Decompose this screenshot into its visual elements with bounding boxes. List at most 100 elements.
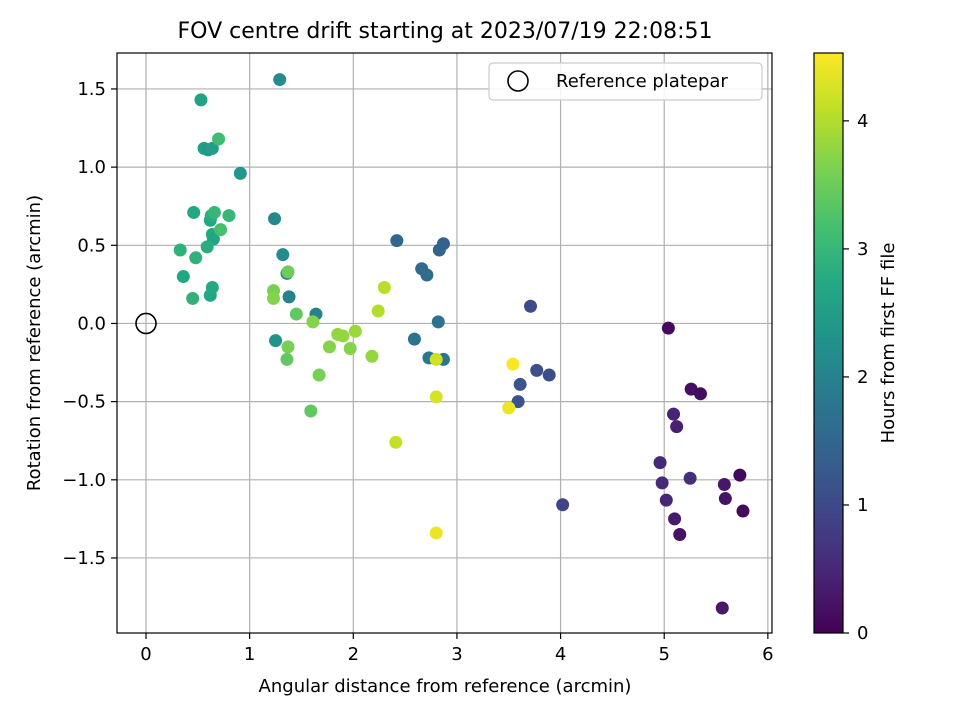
data-point xyxy=(718,492,732,506)
data-point xyxy=(173,243,187,257)
data-point xyxy=(502,401,516,415)
data-point xyxy=(205,141,219,155)
data-point xyxy=(420,268,434,282)
data-point xyxy=(693,387,707,401)
data-point xyxy=(322,340,336,354)
data-point xyxy=(389,435,403,449)
legend-marker-icon xyxy=(507,70,529,92)
data-point xyxy=(176,270,190,284)
y-axis-ticks: −1.5 −1.0 −0.5 0.0 0.5 1.0 1.5 xyxy=(62,79,117,569)
data-point xyxy=(189,251,203,265)
data-point xyxy=(436,237,450,251)
colorbar-tick-label: 4 xyxy=(857,111,868,132)
data-point xyxy=(281,265,295,279)
data-point xyxy=(670,420,684,434)
data-point xyxy=(304,404,318,418)
x-tick-label: 0 xyxy=(140,644,151,665)
plot-frame xyxy=(116,52,773,634)
data-point xyxy=(659,493,673,507)
x-tick-label: 4 xyxy=(555,644,566,665)
data-point xyxy=(200,240,214,254)
x-axis-ticks: 0 1 2 3 4 5 6 xyxy=(140,633,774,665)
colorbar-tick-label: 3 xyxy=(857,239,868,260)
data-point xyxy=(281,340,295,354)
data-point xyxy=(530,363,544,377)
data-point xyxy=(377,281,391,295)
data-point xyxy=(214,223,228,237)
data-point xyxy=(655,476,669,490)
data-point xyxy=(268,212,282,226)
colorbar-tick-label: 2 xyxy=(857,367,868,388)
data-point xyxy=(276,248,290,262)
colorbar-tick-label: 1 xyxy=(857,495,868,516)
data-point xyxy=(661,321,675,335)
data-point xyxy=(371,304,385,318)
data-point xyxy=(506,357,520,371)
data-point xyxy=(715,601,729,615)
data-point xyxy=(653,456,667,470)
legend-box xyxy=(488,62,763,101)
x-tick-label: 1 xyxy=(244,644,255,665)
colorbar-tick-label: 0 xyxy=(857,623,868,644)
data-points xyxy=(173,73,750,615)
data-point xyxy=(668,512,682,526)
data-point xyxy=(205,281,219,295)
y-tick-label: 1.0 xyxy=(77,157,106,178)
x-tick-label: 2 xyxy=(348,644,359,665)
data-point xyxy=(306,315,320,329)
data-point xyxy=(348,324,362,338)
data-point xyxy=(343,341,357,355)
chart-title: FOV centre drift starting at 2023/07/19 … xyxy=(178,19,713,44)
data-point xyxy=(431,315,445,329)
x-tick-label: 5 xyxy=(658,644,669,665)
data-point xyxy=(556,498,570,512)
colorbar: 0 1 2 3 4 Hours from first FF file xyxy=(813,52,899,644)
data-point xyxy=(717,477,731,491)
data-point xyxy=(273,73,287,87)
reference-platepar-marker xyxy=(135,312,157,335)
data-point xyxy=(207,205,221,219)
legend-label: Reference platepar xyxy=(556,71,728,92)
data-point xyxy=(280,352,294,366)
data-point xyxy=(390,234,404,248)
y-tick-label: −1.0 xyxy=(62,470,106,491)
x-axis-label: Angular distance from reference (arcmin) xyxy=(259,676,632,697)
data-point xyxy=(683,471,697,485)
data-point xyxy=(336,329,350,343)
data-point xyxy=(222,209,236,223)
data-point xyxy=(407,332,421,346)
colorbar-label: Hours from first FF file xyxy=(878,243,899,444)
data-point xyxy=(365,349,379,363)
data-point xyxy=(233,166,247,180)
data-point xyxy=(266,291,280,305)
data-point xyxy=(524,299,538,313)
x-tick-label: 6 xyxy=(762,644,773,665)
data-point xyxy=(429,352,443,366)
data-point xyxy=(212,132,226,146)
legend: Reference platepar xyxy=(488,62,763,101)
colorbar-ticks: 0 1 2 3 4 xyxy=(843,111,868,644)
data-point xyxy=(312,368,326,382)
data-point xyxy=(429,390,443,404)
data-point xyxy=(673,528,687,542)
data-point xyxy=(733,468,747,482)
data-point xyxy=(542,368,556,382)
data-point xyxy=(282,290,296,304)
y-tick-label: −1.5 xyxy=(62,548,106,569)
y-tick-label: 0.5 xyxy=(77,235,106,256)
y-tick-label: −0.5 xyxy=(62,392,106,413)
y-tick-label: 0.0 xyxy=(77,313,106,334)
data-point xyxy=(511,395,525,409)
colorbar-gradient xyxy=(813,52,844,634)
data-point xyxy=(269,334,283,348)
data-point xyxy=(429,526,443,540)
data-point xyxy=(667,407,681,421)
data-point xyxy=(289,307,303,321)
data-point xyxy=(194,93,208,107)
data-point xyxy=(186,291,200,305)
data-point xyxy=(513,377,527,391)
data-point xyxy=(187,205,201,219)
y-axis-label: Rotation from reference (arcmin) xyxy=(24,195,45,491)
x-tick-label: 3 xyxy=(451,644,462,665)
y-tick-label: 1.5 xyxy=(77,79,106,100)
